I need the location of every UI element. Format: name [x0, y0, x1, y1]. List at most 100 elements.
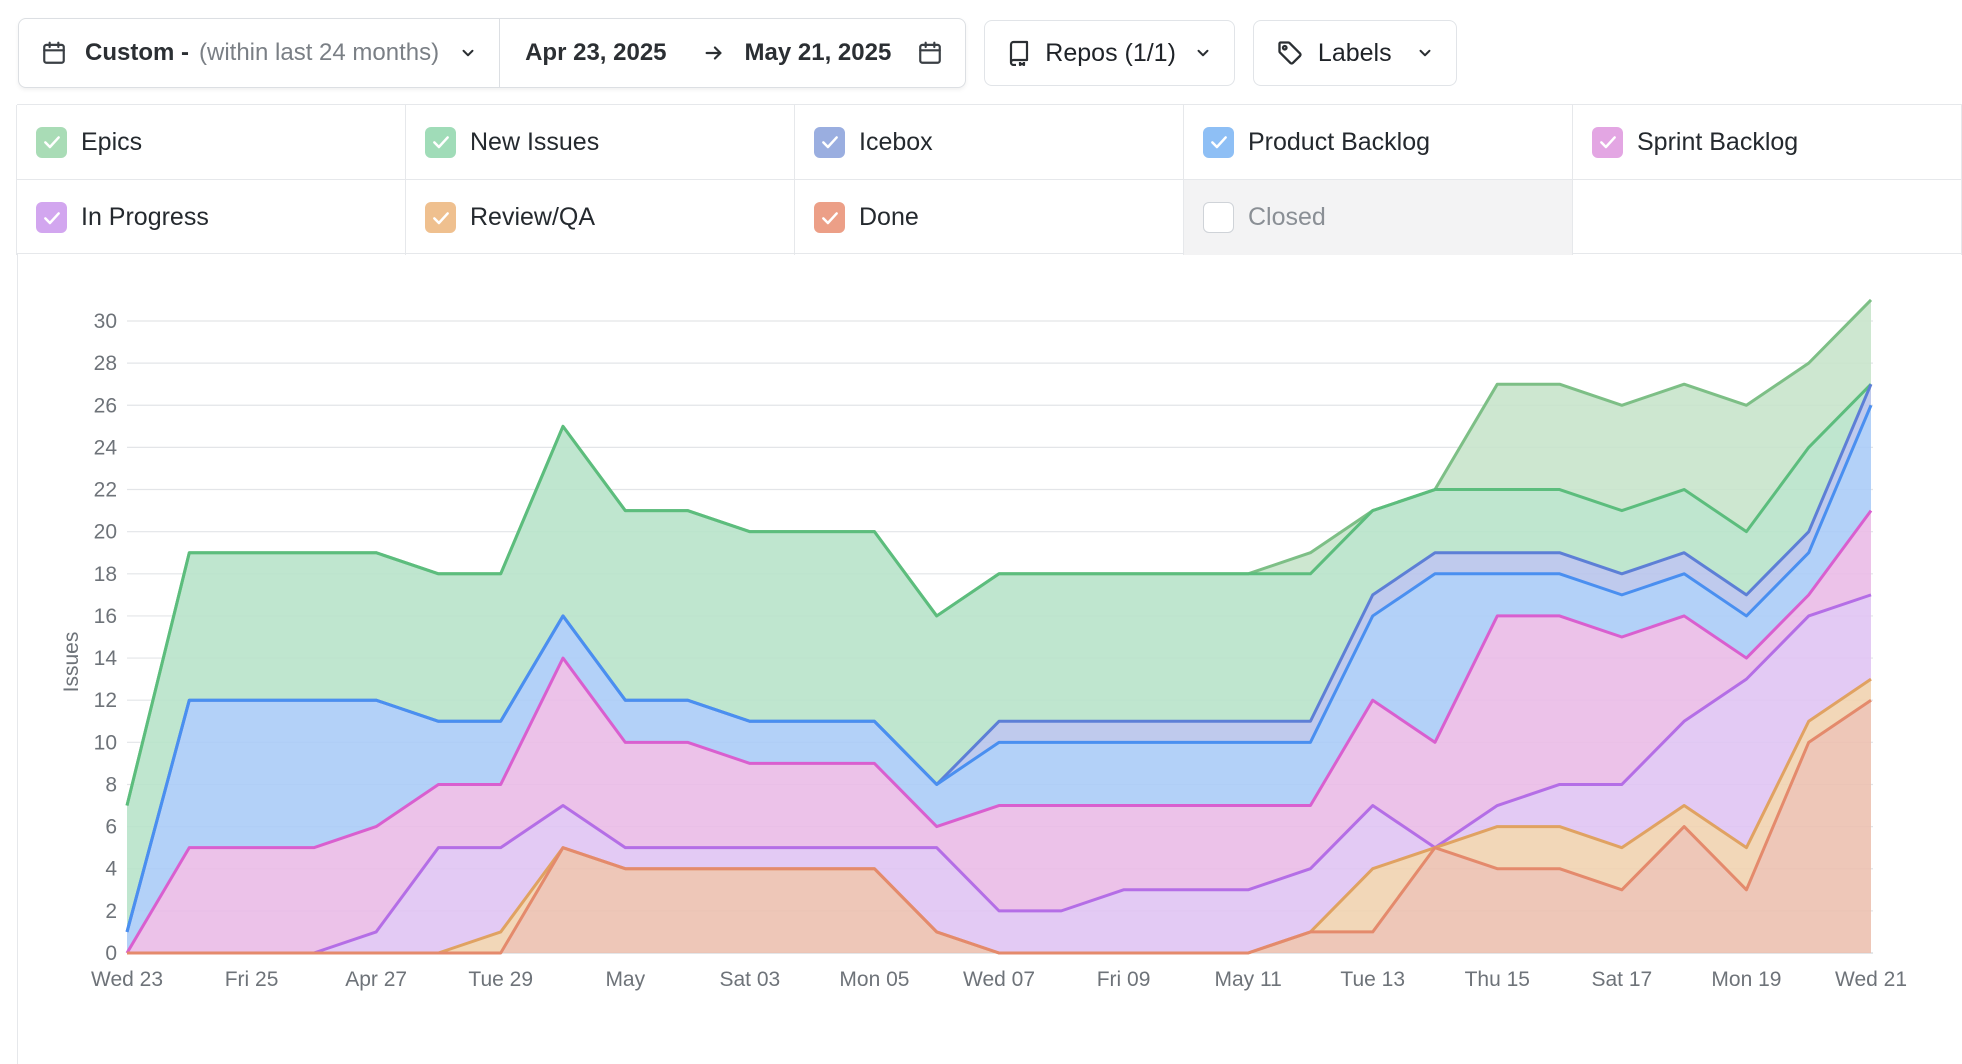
y-tick-label: 10: [94, 731, 117, 754]
x-tick-label: Fri 09: [1097, 968, 1151, 991]
x-tick-label: May 11: [1214, 968, 1281, 991]
x-tick-label: Apr 27: [345, 968, 407, 991]
y-tick-label: 16: [94, 605, 117, 628]
date-range-inputs: Apr 23, 2025 May 21, 2025: [499, 19, 965, 87]
check-icon: [1599, 136, 1616, 149]
calendar-icon: [41, 40, 67, 66]
legend-label: Sprint Backlog: [1637, 127, 1799, 156]
series-lines: [125, 298, 1873, 955]
y-axis-label: Issues: [60, 632, 83, 693]
x-tick-label: Tue 29: [468, 968, 533, 991]
check-icon: [43, 136, 60, 149]
x-tick-label: May: [605, 968, 645, 991]
legend-label: Done: [859, 203, 919, 231]
check-icon: [432, 211, 449, 224]
checkbox[interactable]: [814, 126, 845, 158]
line-new-issues: [125, 383, 1873, 806]
area-done: [127, 700, 1871, 953]
legend-item-sprint-backlog[interactable]: Sprint Backlog: [1572, 105, 1962, 180]
y-tick-label: 14: [94, 647, 118, 670]
line-done: [127, 698, 1872, 955]
legend-label: In Progress: [81, 203, 209, 231]
date-range-picker: Custom - (within last 24 months) Apr 23,…: [18, 18, 967, 88]
checkbox[interactable]: [1203, 126, 1234, 158]
legend-item-new-issues[interactable]: New Issues: [405, 105, 795, 180]
x-tick-label: Wed 07: [963, 968, 1035, 991]
start-date-input[interactable]: Apr 23, 2025: [525, 39, 667, 66]
range-preset-dropdown[interactable]: Custom - (within last 24 months): [19, 19, 499, 87]
legend-label: Closed: [1248, 203, 1326, 231]
area-new-issues: [127, 384, 1871, 932]
arrow-right-icon: [703, 42, 725, 64]
x-tick-label: Fri 25: [225, 968, 279, 991]
status-legend: Epics New Issues Icebox Product Backlog …: [16, 104, 1962, 255]
x-tick-label: Wed 23: [91, 968, 163, 991]
x-tick-label: Thu 15: [1465, 968, 1530, 991]
legend-item-in-progress[interactable]: In Progress: [16, 180, 406, 255]
check-icon: [432, 136, 449, 149]
chevron-down-icon: [459, 44, 477, 62]
toolbar: Custom - (within last 24 months) Apr 23,…: [18, 18, 1457, 88]
legend-item-epics[interactable]: Epics: [16, 105, 406, 180]
legend-label: Icebox: [859, 127, 933, 156]
check-icon: [821, 211, 838, 224]
range-preset-hint: (within last 24 months): [199, 39, 440, 66]
area-sprint-backlog: [127, 510, 1871, 953]
y-tick-label: 4: [105, 858, 117, 881]
line-in-progress: [127, 593, 1872, 955]
x-tick-label: Sat 17: [1591, 968, 1652, 991]
legend-label: New Issues: [470, 127, 600, 156]
check-icon: [43, 211, 60, 224]
checkbox-unchecked[interactable]: [1203, 202, 1234, 233]
y-tick-label: 30: [94, 310, 117, 333]
calendar-icon[interactable]: [917, 40, 943, 66]
legend-item-product-backlog[interactable]: Product Backlog: [1183, 105, 1573, 180]
end-date-input[interactable]: May 21, 2025: [744, 39, 892, 66]
y-tick-label: 8: [105, 773, 117, 796]
legend-item-closed[interactable]: Closed: [1183, 180, 1573, 255]
x-tick-label: Tue 13: [1340, 968, 1405, 991]
y-tick-label: 22: [94, 479, 117, 502]
line-product-backlog: [125, 404, 1873, 933]
legend-label: Epics: [81, 127, 143, 156]
checkbox[interactable]: [1592, 126, 1623, 158]
legend-item-icebox[interactable]: Icebox: [794, 105, 1184, 180]
legend-item-done[interactable]: Done: [794, 180, 1184, 255]
legend-label: Product Backlog: [1248, 127, 1431, 156]
x-tick-label: Mon 05: [839, 968, 909, 991]
y-tick-label: 12: [94, 689, 117, 712]
checkbox[interactable]: [425, 126, 456, 158]
chevron-down-icon: [1416, 44, 1434, 62]
range-preset-label: Custom -: [85, 39, 189, 66]
check-icon: [1210, 136, 1227, 149]
legend-empty-cell: [1572, 180, 1962, 255]
checkbox[interactable]: [36, 126, 67, 158]
legend-label: Review/QA: [470, 203, 596, 231]
y-tick-label: 26: [94, 394, 117, 417]
checkbox[interactable]: [814, 202, 845, 233]
y-tick-label: 6: [105, 816, 117, 839]
labels-dropdown[interactable]: Labels: [1252, 20, 1457, 86]
x-tick-label: Wed 21: [1835, 968, 1907, 991]
chart-area: 0 2 4 6 8 10 12 14 16 18 20 22 24 26 28 30 Wed 23 Fri 25…: [17, 254, 1962, 1064]
y-tick-label: 18: [94, 563, 117, 586]
checkbox[interactable]: [36, 202, 67, 233]
labels-label: Labels: [1317, 38, 1392, 67]
y-tick-label: 2: [105, 900, 117, 923]
x-axis: Wed 23 Fri 25 Apr 27 Tue 29 May Sat 03 Mon 05 W…: [91, 968, 1907, 991]
check-icon: [821, 136, 838, 149]
legend-item-review-qa[interactable]: Review/QA: [405, 180, 795, 255]
repos-label: Repos (1/1): [1045, 38, 1176, 67]
y-tick-label: 20: [94, 521, 117, 544]
x-tick-label: Mon 19: [1711, 968, 1781, 991]
x-tick-label: Sat 03: [719, 968, 780, 991]
repos-dropdown[interactable]: Repos (1/1): [984, 20, 1235, 86]
tag-icon: [1276, 39, 1304, 67]
y-tick-label: 24: [94, 436, 118, 459]
y-tick-label: 0: [105, 942, 117, 965]
line-sprint-backlog: [125, 509, 1873, 954]
y-tick-label: 28: [94, 352, 117, 375]
checkbox[interactable]: [425, 202, 456, 233]
